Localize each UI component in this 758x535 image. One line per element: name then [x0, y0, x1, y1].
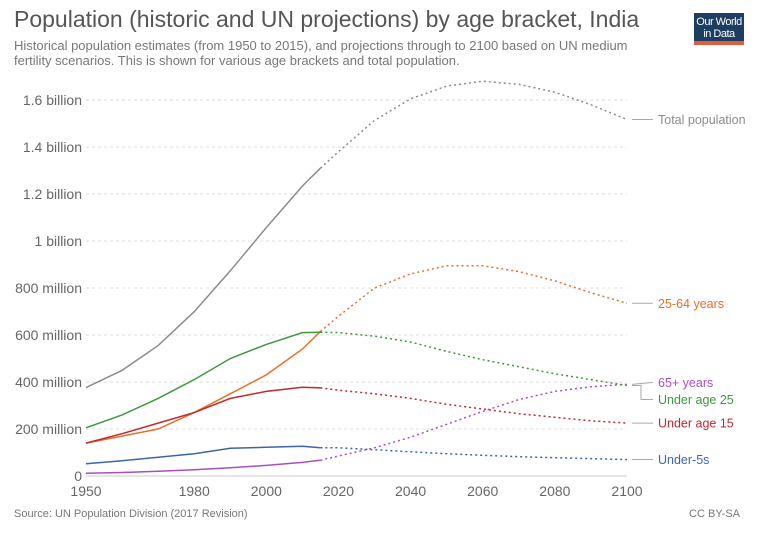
label-connector [632, 385, 653, 401]
x-tick-label: 1980 [179, 483, 210, 499]
series-line-projection [320, 387, 628, 424]
chart-title: Population (historic and UN projections)… [14, 6, 640, 32]
x-tick-label: 1950 [70, 483, 101, 499]
series-label: Under-5s [658, 453, 709, 467]
series-label: Under age 25 [658, 393, 734, 407]
series-line-historic [85, 445, 321, 465]
label-connector [631, 381, 654, 385]
y-tick-label: 400 million [15, 374, 82, 390]
chart-subtitle: Historical population estimates (from 19… [14, 38, 628, 68]
x-tick-label: 2000 [251, 483, 282, 499]
series-line-projection [320, 383, 628, 462]
y-tick-label: 1.6 billion [23, 92, 82, 108]
series-line-historic [85, 331, 321, 429]
series-label: 25-64 years [658, 297, 724, 311]
series-line-projection [319, 264, 628, 333]
series-line-projection [320, 331, 628, 387]
y-tick-label: 1.4 billion [23, 139, 82, 155]
x-tick-label: 2040 [395, 483, 426, 499]
source-note[interactable]: Source: UN Population Division (2017 Rev… [14, 508, 248, 520]
y-tick-label: 1 billion [35, 233, 82, 249]
y-tick-label: 600 million [15, 327, 82, 343]
x-tick-label: 2100 [611, 483, 642, 499]
series-label: Total population [658, 113, 746, 127]
series-line-historic [85, 386, 321, 444]
x-tick-label: 2020 [323, 483, 354, 499]
y-tick-label: 1.2 billion [23, 186, 82, 202]
series-line-projection [319, 80, 628, 169]
y-tick-label: 200 million [15, 421, 82, 437]
series-line-historic [85, 330, 321, 444]
series-label: 65+ years [658, 376, 713, 390]
series-line-historic [85, 459, 321, 474]
y-tick-label: 800 million [15, 280, 82, 296]
y-tick-label: 0 [74, 468, 82, 484]
series-line-historic [85, 167, 321, 389]
series-line-projection [320, 447, 628, 461]
x-tick-label: 2060 [467, 483, 498, 499]
x-tick-label: 2080 [539, 483, 570, 499]
owid-logo[interactable]: Our World in Data [694, 13, 744, 45]
series-label: Under age 15 [658, 417, 734, 431]
license-note[interactable]: CC BY-SA [689, 508, 740, 520]
